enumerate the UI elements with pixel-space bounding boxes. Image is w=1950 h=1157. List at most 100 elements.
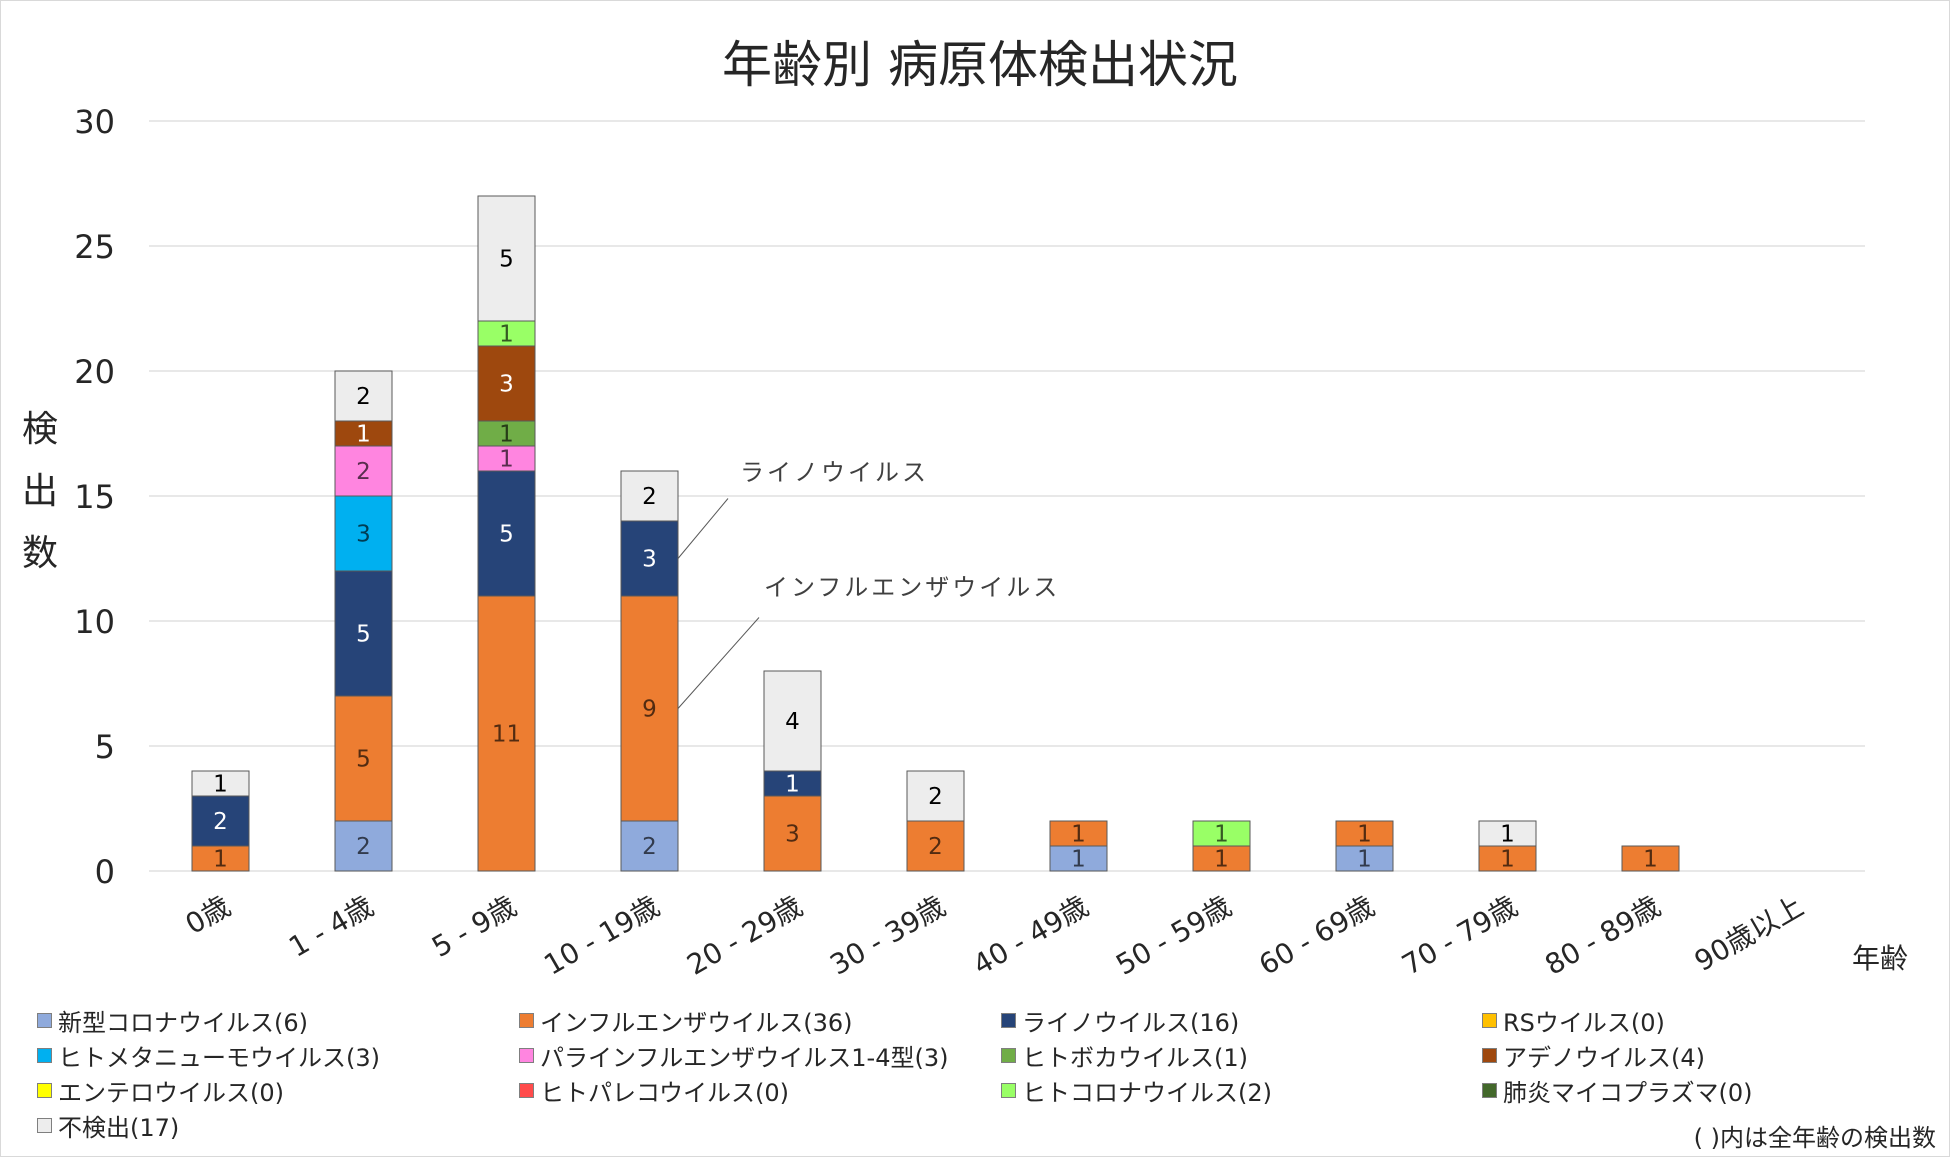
legend-label: ヒトメタニューモウイルス(3) — [58, 1044, 380, 1072]
bar-segment — [477, 470, 536, 597]
data-label: 1 — [1643, 847, 1658, 873]
legend-swatch — [37, 1013, 52, 1028]
x-tick-label: 10 - 19歳 — [538, 889, 665, 981]
legend-item: エンテロウイルス(0) — [37, 1073, 284, 1108]
y-axis-title-char: 数 — [22, 533, 58, 574]
data-label: 5 — [356, 622, 371, 648]
annotation-label: インフルエンザウイルス — [764, 574, 1060, 602]
legend-swatch — [1001, 1048, 1016, 1063]
x-tick-label: 60 - 69歳 — [1253, 889, 1380, 981]
legend-swatch — [1001, 1083, 1016, 1098]
bar-segment — [191, 770, 250, 797]
data-label: 1 — [356, 422, 371, 448]
legend-item: RSウイルス(0) — [1482, 1003, 1665, 1038]
y-axis-title-char: 出 — [22, 471, 58, 512]
bar-segment — [334, 370, 393, 422]
legend-label: ヒトパレコウイルス(0) — [540, 1079, 790, 1107]
bar-segment — [334, 570, 393, 697]
data-label: 2 — [642, 484, 657, 510]
data-label: 2 — [356, 459, 371, 485]
bar-segment — [1049, 845, 1108, 872]
data-label: 4 — [785, 709, 800, 735]
legend-swatch — [519, 1083, 534, 1098]
data-label: 1 — [1357, 822, 1372, 848]
bar-segment — [1478, 845, 1537, 872]
legend-item: ヒトパレコウイルス(0) — [519, 1073, 789, 1108]
bar-segment — [620, 520, 679, 597]
data-label: 5 — [356, 747, 371, 773]
annotation-leader-line — [677, 617, 760, 709]
legend-label: 肺炎マイコプラズマ(0) — [1503, 1079, 1753, 1107]
x-axis-title: 年齢 — [1852, 942, 1908, 975]
data-label: 1 — [1214, 847, 1229, 873]
y-tick-label: 15 — [74, 478, 115, 516]
data-label: 1 — [1500, 822, 1515, 848]
x-tick-label: 90歳以上 — [1689, 889, 1809, 977]
data-label: 3 — [642, 547, 657, 573]
y-axis-title-char: 検 — [22, 409, 58, 450]
x-tick-label: 5 - 9歳 — [426, 889, 522, 963]
legend-swatch — [1482, 1048, 1497, 1063]
bar-segment — [620, 595, 679, 822]
data-label: 2 — [928, 784, 943, 810]
legend-item: パラインフルエンザウイルス1-4型(3) — [519, 1038, 948, 1073]
y-tick-label: 20 — [74, 353, 115, 391]
x-tick-label: 80 - 89歳 — [1539, 889, 1666, 981]
data-label: 2 — [928, 834, 943, 860]
x-tick-label: 50 - 59歳 — [1110, 889, 1237, 981]
bar-segment — [906, 820, 965, 872]
legend-label: パラインフルエンザウイルス1-4型(3) — [540, 1044, 949, 1072]
annotation-label: ライノウイルス — [740, 459, 929, 487]
data-label: 2 — [356, 834, 371, 860]
legend-swatch — [1482, 1013, 1497, 1028]
bar-segment — [334, 445, 393, 497]
bar-segment — [1478, 820, 1537, 847]
legend-label: エンテロウイルス(0) — [58, 1079, 284, 1107]
x-tick-label: 40 - 49歳 — [967, 889, 1094, 981]
legend-label: ライノウイルス(16) — [1022, 1009, 1240, 1037]
legend-item: 肺炎マイコプラズマ(0) — [1482, 1073, 1753, 1108]
bar-segment — [1049, 820, 1108, 847]
legend-label: ヒトコロナウイルス(2) — [1022, 1079, 1272, 1107]
legend-item: ヒトボカウイルス(1) — [1001, 1038, 1248, 1073]
y-tick-label: 0 — [95, 853, 115, 891]
x-tick-label: 1 - 4歳 — [283, 889, 379, 963]
y-tick-label: 10 — [74, 603, 115, 641]
data-label: 1 — [1214, 822, 1229, 848]
legend-swatch — [37, 1083, 52, 1098]
legend-swatch — [1482, 1083, 1497, 1098]
y-tick-label: 5 — [95, 728, 115, 766]
data-label: 5 — [499, 522, 514, 548]
bar-segment — [620, 820, 679, 872]
bar-segment — [334, 820, 393, 872]
data-label: 1 — [499, 322, 514, 348]
legend-label: 不検出(17) — [58, 1114, 180, 1142]
bar-segment — [906, 770, 965, 822]
bar-segment — [191, 845, 250, 872]
x-tick-label: 70 - 79歳 — [1396, 889, 1523, 981]
legend-label: ヒトボカウイルス(1) — [1022, 1044, 1248, 1072]
chart-title: 年齢別 病原体検出状況 — [722, 36, 1238, 94]
bar-segment — [477, 595, 536, 872]
bar-segment — [477, 345, 536, 422]
bar-segment — [763, 770, 822, 797]
data-label: 5 — [499, 247, 514, 273]
x-tick-label: 20 - 29歳 — [681, 889, 808, 981]
bar-segment — [334, 495, 393, 572]
data-label: 2 — [356, 384, 371, 410]
bar-segment — [1192, 820, 1251, 847]
data-label: 1 — [1357, 847, 1372, 873]
footnote: ( )内は全年齢の検出数 — [1693, 1124, 1936, 1152]
bar-segment — [1192, 845, 1251, 872]
data-label: 3 — [499, 372, 514, 398]
legend-swatch — [37, 1048, 52, 1063]
legend-item: ヒトメタニューモウイルス(3) — [37, 1038, 380, 1073]
legend-label: インフルエンザウイルス(36) — [540, 1009, 853, 1037]
legend-swatch — [519, 1013, 534, 1028]
legend-label: アデノウイルス(4) — [1503, 1044, 1705, 1072]
legend-label: 新型コロナウイルス(6) — [58, 1009, 308, 1037]
data-label: 1 — [1071, 822, 1086, 848]
bar-segment — [334, 695, 393, 822]
data-label: 1 — [785, 772, 800, 798]
y-tick-label: 30 — [74, 103, 115, 141]
